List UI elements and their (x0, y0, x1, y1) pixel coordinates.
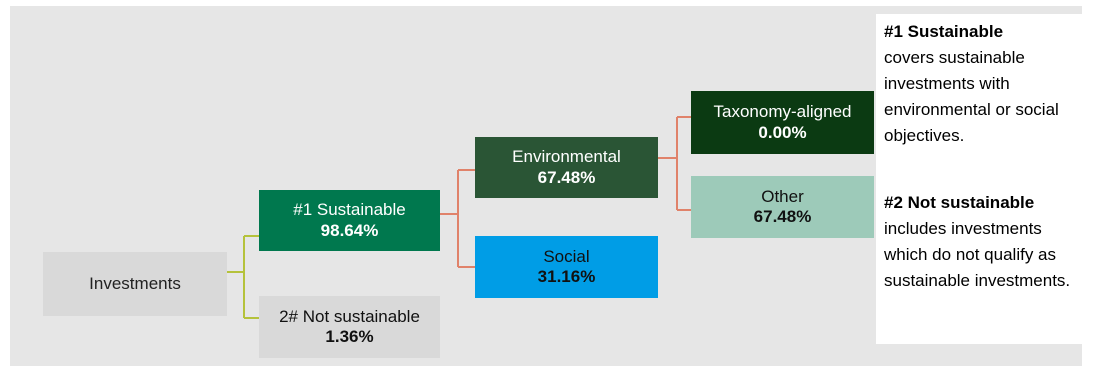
other-box: Other 67.48% (691, 176, 874, 238)
social-value: 31.16% (537, 267, 596, 286)
environmental-box: Environmental 67.48% (475, 137, 658, 198)
environmental-value: 67.48% (537, 167, 596, 187)
legend-sustainable-heading: #1 Sustainable (884, 22, 1004, 41)
legend-not-sustainable-heading: #2 Not sustainable (884, 193, 1035, 212)
taxonomy-aligned-box: Taxonomy-aligned 0.00% (691, 91, 874, 154)
investments-label: Investments (89, 273, 181, 293)
legend-background (876, 14, 1095, 344)
legend-sustainable: #1 Sustainable covers sustainable invest… (884, 19, 1089, 149)
legend-not-sustainable: #2 Not sustainable includes investments … (884, 190, 1089, 294)
taxonomy-aligned-label: Taxonomy-aligned (713, 102, 852, 122)
connector-sustainable (440, 169, 475, 268)
not-sustainable-label: 2# Not sustainable (279, 306, 420, 326)
sustainable-box: #1 Sustainable 98.64% (259, 190, 440, 251)
sustainable-label: #1 Sustainable (293, 200, 406, 220)
sustainable-value: 98.64% (320, 220, 379, 240)
legend-not-sustainable-text: includes investments which do not qualif… (884, 219, 1071, 290)
social-box: Social 31.16% (475, 236, 658, 298)
connector-environmental (658, 116, 691, 211)
legend-sustainable-text: covers sustainable investments with envi… (884, 48, 1059, 145)
investments-box: Investments (43, 252, 227, 316)
connector-root (227, 235, 259, 319)
social-label: Social (543, 246, 590, 266)
environmental-label: Environmental (512, 147, 621, 167)
taxonomy-aligned-value: 0.00% (758, 122, 807, 142)
other-value: 67.48% (753, 207, 812, 226)
not-sustainable-value: 1.36% (325, 327, 374, 346)
not-sustainable-box: 2# Not sustainable 1.36% (259, 296, 440, 358)
other-label: Other (761, 186, 804, 206)
